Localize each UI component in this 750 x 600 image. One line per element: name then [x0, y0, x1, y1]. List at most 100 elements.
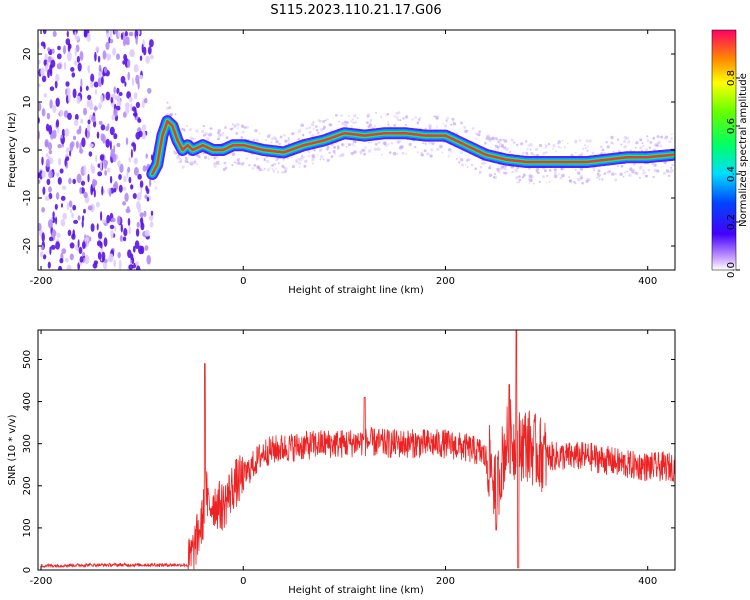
ridge-halo-point	[380, 116, 382, 118]
noise-blob	[57, 45, 61, 51]
noise-blob	[47, 47, 50, 52]
x-tick-label: 200	[436, 576, 455, 587]
ridge-halo-point	[646, 135, 649, 138]
ridge-halo-point	[370, 141, 373, 143]
ridge-halo-point	[189, 136, 193, 140]
ridge-halo-point	[652, 175, 655, 179]
ridge-halo-point	[251, 167, 254, 170]
ridge-halo-point	[207, 157, 210, 160]
ridge-halo-point	[504, 171, 508, 175]
noise-blob	[106, 214, 111, 224]
ridge-halo-point	[557, 145, 560, 149]
ridge-halo-point	[236, 158, 240, 162]
ridge-halo-point	[514, 168, 518, 173]
noise-blob	[109, 126, 115, 136]
noise-blob	[48, 186, 52, 193]
noise-blob	[136, 200, 141, 210]
y-tick-label: -10	[22, 190, 33, 206]
ridge-halo-point	[654, 143, 658, 147]
ridge-halo-point	[584, 144, 586, 146]
ridge-halo-point	[640, 139, 643, 142]
noise-blob	[109, 38, 114, 44]
ridge-halo-point	[424, 142, 427, 145]
ridge-halo-point	[252, 138, 255, 142]
noise-blob	[72, 135, 77, 141]
ridge-halo-point	[620, 143, 623, 146]
noise-blob	[122, 201, 127, 206]
ridge-halo-point	[364, 146, 367, 149]
ridge-halo-point	[638, 166, 643, 170]
noise-blob	[93, 81, 99, 88]
noise-blob	[131, 77, 135, 87]
ridge-halo-point	[670, 166, 673, 169]
ridge-halo-point	[189, 162, 192, 165]
ridge-halo-point	[530, 152, 534, 155]
noise-blob	[123, 53, 127, 61]
noise-blob	[52, 211, 55, 219]
ridge-halo-point	[614, 172, 617, 175]
ridge-halo-point	[351, 143, 355, 146]
ridge-halo-point	[217, 129, 221, 133]
noise-blob	[54, 80, 58, 89]
noise-blob	[40, 67, 45, 77]
noise-blob	[100, 124, 106, 131]
ridge-halo-point	[510, 138, 514, 142]
ridge-halo-point	[305, 127, 309, 130]
noise-blob	[138, 74, 144, 80]
ridge-halo-point	[373, 125, 376, 128]
ridge-halo-point	[653, 163, 657, 167]
noise-blob	[87, 205, 93, 211]
ridge-halo-point	[626, 136, 629, 140]
ridge-halo-point	[225, 136, 229, 140]
ridge-halo-point	[529, 148, 532, 151]
ridge-halo-point	[319, 127, 322, 130]
noise-blob	[87, 94, 92, 100]
ridge-halo-point	[588, 139, 592, 143]
ridge-halo-point	[209, 127, 213, 130]
noise-blob	[118, 92, 123, 96]
ridge-halo-point	[382, 141, 387, 146]
y-tick-label: 200	[22, 476, 33, 495]
ridge-halo-point	[518, 178, 522, 182]
noise-blob	[109, 175, 113, 184]
ridge-halo-point	[368, 141, 370, 144]
noise-blob	[128, 31, 134, 37]
ridge-halo-point	[416, 151, 419, 154]
ridge-halo-point	[338, 120, 340, 123]
ridge-halo-point	[311, 134, 315, 138]
colorbar-ticks: 0.0 0.2 0.4 0.6 0.8	[726, 70, 740, 278]
ridge-halo-point	[270, 141, 273, 144]
noise-blob	[81, 137, 86, 148]
x-tick-label: -200	[30, 276, 53, 287]
ridge-halo-point	[311, 158, 315, 162]
ridge-halo-point	[570, 153, 574, 157]
ridge-halo-point	[397, 140, 401, 144]
ridge-halo-point	[390, 141, 394, 145]
noise-blob	[91, 165, 96, 174]
ridge-halo-point	[464, 164, 467, 167]
ridge-halo-point	[635, 172, 639, 176]
ridge-halo-point	[217, 131, 220, 135]
ridge-halo-point	[315, 125, 318, 128]
ridge-halo-point	[267, 133, 271, 137]
ridge-halo-point	[624, 171, 627, 174]
noise-blob	[123, 186, 127, 191]
ridge-halo-point	[345, 146, 348, 148]
noise-blob	[77, 215, 81, 221]
ridge-halo-point	[545, 181, 547, 184]
ridge-halo-point	[573, 180, 576, 183]
ridge-halo-point	[463, 126, 467, 129]
ridge-halo-point	[308, 130, 312, 134]
noise-blob	[44, 53, 48, 61]
ridge-halo-point	[496, 167, 500, 171]
ridge-halo-point	[166, 101, 169, 104]
noise-blob	[57, 144, 62, 149]
noise-blob	[79, 256, 84, 263]
noise-blob	[65, 88, 68, 96]
ridge-halo-point	[526, 147, 529, 151]
ridge-halo-point	[645, 174, 648, 178]
ridge-halo-point	[651, 162, 654, 166]
ridge-halo-point	[561, 139, 564, 142]
noise-blob	[74, 119, 79, 126]
ridge-halo-point	[312, 127, 315, 130]
